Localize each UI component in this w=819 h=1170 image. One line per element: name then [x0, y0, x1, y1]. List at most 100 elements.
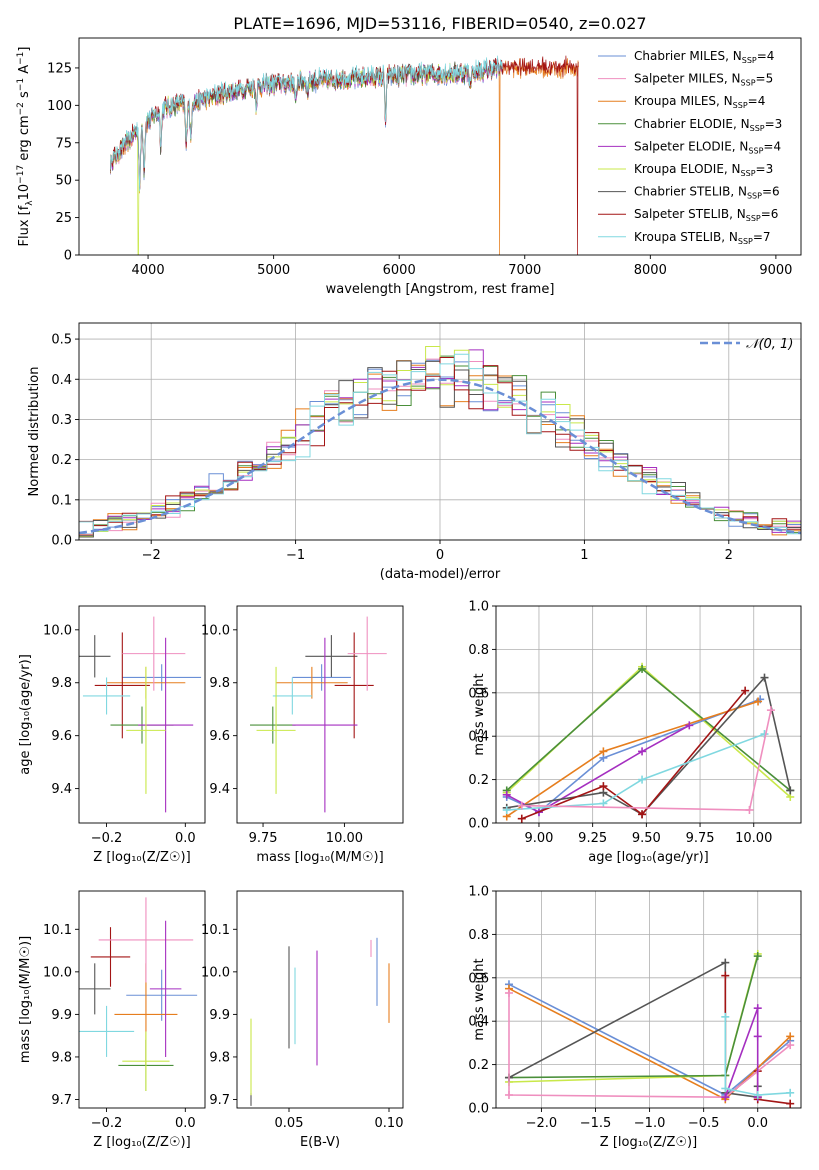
panel-spectrum: 4000 5000 6000 7000 8000 9000 0 25 50 75 100 125 wav…: [16, 37, 802, 297]
y-label-part: −1: [16, 78, 26, 91]
y-tick-label: 9.4: [51, 782, 72, 797]
x-tick-label: −0.5: [688, 1116, 720, 1131]
legend-entry: Salpeter MILES, NSSP=5: [634, 72, 773, 88]
plus-marker: [638, 810, 647, 819]
legend-entry: Salpeter STELIB, NSSP=6: [634, 207, 778, 223]
y-tick-label: 1.0: [468, 885, 489, 900]
y-tick-label: 0.6: [468, 686, 489, 701]
y-tick-label: 0.2: [468, 773, 489, 788]
y-tick-label: 9.9: [209, 1008, 230, 1023]
plus-marker: [786, 1032, 795, 1041]
y-tick-label: 9.8: [51, 676, 72, 691]
axes-frame: [236, 890, 404, 1109]
weight-line: [506, 667, 791, 792]
plus-marker: [638, 747, 647, 756]
weight-line: [506, 700, 759, 818]
x-tick-label: 4000: [132, 263, 165, 278]
plus-marker: [721, 1012, 730, 1021]
x-axis-label: E(B-V): [300, 1135, 340, 1150]
y-axis-label: Flux [fλ10−17 erg cm−2 s−1 A−1]: [16, 47, 35, 247]
spectrum-line: [110, 58, 579, 255]
x-tick-label: 9.25: [578, 831, 607, 846]
legend-sub: SSP: [741, 169, 756, 178]
y-tick-label: 100: [47, 99, 72, 114]
y-tick-label: 10.0: [201, 965, 230, 980]
y-tick-label: 0.0: [51, 534, 72, 549]
legend-entry: Kroupa STELIB, NSSP=7: [634, 230, 771, 246]
legend-sub: SSP: [747, 192, 762, 201]
x-tick-label: −1.5: [580, 1116, 612, 1131]
y-tick-label: 0.4: [468, 730, 489, 745]
plus-marker: [599, 747, 608, 756]
spectrum-line: [110, 62, 503, 190]
legend-entry: Kroupa MILES, NSSP=4: [634, 94, 765, 110]
error-bar: [292, 637, 358, 813]
plus-marker: [638, 775, 647, 784]
y-tick-label: 10.0: [43, 623, 72, 638]
y-tick-label: 0.1: [51, 493, 72, 508]
y-label-part: −2: [16, 102, 26, 115]
spectrum-line: [110, 55, 503, 192]
plus-marker: [786, 1088, 795, 1097]
y-tick-label: 0.4: [51, 373, 72, 388]
normal-curve: [79, 378, 801, 535]
y-tick-label: 0.0: [468, 817, 489, 832]
grid: [496, 891, 801, 1108]
y-tick-label: 0.2: [468, 1058, 489, 1073]
panel-weight-vs-age: 9.00 9.25 9.50 9.75 10.00 0.0 0.2 0.4 0.6 0.8 1.0 a…: [468, 600, 802, 865]
x-axis-label: wavelength [Angstrom, rest frame]: [326, 282, 555, 297]
x-tick-label: 0.0: [175, 831, 196, 846]
plus-marker: [638, 664, 647, 673]
x-tick-label: 1: [580, 548, 588, 563]
plot-area: [250, 616, 387, 813]
plus-marker: [599, 799, 608, 808]
x-tick-label: −2.0: [526, 1116, 558, 1131]
y-tick-label: 9.4: [209, 782, 230, 797]
y-tick-label: 25: [55, 211, 72, 226]
plot-area: [79, 323, 801, 540]
plus-marker: [517, 814, 526, 823]
plus-marker: [504, 1090, 513, 1099]
y-label-part: 10: [17, 184, 32, 201]
weight-line: [724, 1016, 791, 1096]
plot-area: [250, 937, 390, 1106]
x-tick-label: 9000: [759, 263, 792, 278]
legend-sub: SSP: [748, 146, 763, 155]
legend-tail: =4: [763, 139, 781, 153]
x-tick-label: −0.2: [91, 831, 123, 846]
error-bar: [98, 897, 194, 983]
error-bar: [122, 616, 186, 691]
y-tick-label: 0.0: [468, 1102, 489, 1117]
error-bar: [138, 637, 194, 813]
y-tick-label: 9.8: [51, 1050, 72, 1065]
axes-frame: [495, 890, 802, 1109]
axes-frame: [495, 605, 802, 824]
error-bar: [292, 664, 351, 691]
panel-mass-vs-EBV: 0.05 0.10 9.7 9.8 9.9 10.0 10.1 E(B-V): [201, 890, 404, 1150]
error-bar: [79, 963, 111, 1015]
panel-age-vs-mass: 9.75 10.00 9.4 9.6 9.8 10.0 mass [log₁₀(M/M☉)]: [201, 605, 404, 865]
legend-sub: SSP: [746, 214, 761, 223]
legend-tail: =6: [762, 185, 780, 199]
x-tick-label: −1.0: [634, 1116, 666, 1131]
axes-frame: [78, 605, 206, 824]
y-axis-label: Normed distribution: [27, 367, 42, 497]
error-bar: [122, 664, 202, 691]
plot-area: [79, 616, 202, 813]
weight-line: [521, 690, 746, 820]
y-label-part: −1: [16, 52, 26, 65]
x-axis-label: mass [log₁₀(M/M☉)]: [256, 850, 383, 865]
legend-sub: SSP: [733, 101, 748, 110]
plus-marker: [753, 1004, 762, 1013]
x-tick-label: 0.0: [175, 1116, 196, 1131]
error-bar: [94, 632, 150, 739]
panel-age-vs-Z: −0.2 0.0 9.4 9.6 9.8 10.0 Z [log₁₀(Z/Z☉)] age […: [18, 605, 206, 865]
plus-marker: [502, 790, 511, 799]
legend-text: Kroupa STELIB, N: [634, 230, 738, 244]
y-tick-label: 125: [47, 61, 72, 76]
plus-marker: [517, 801, 526, 810]
error-bar: [276, 666, 348, 699]
y-label-part: ]: [17, 47, 32, 52]
x-tick-label: 0.10: [375, 1116, 404, 1131]
